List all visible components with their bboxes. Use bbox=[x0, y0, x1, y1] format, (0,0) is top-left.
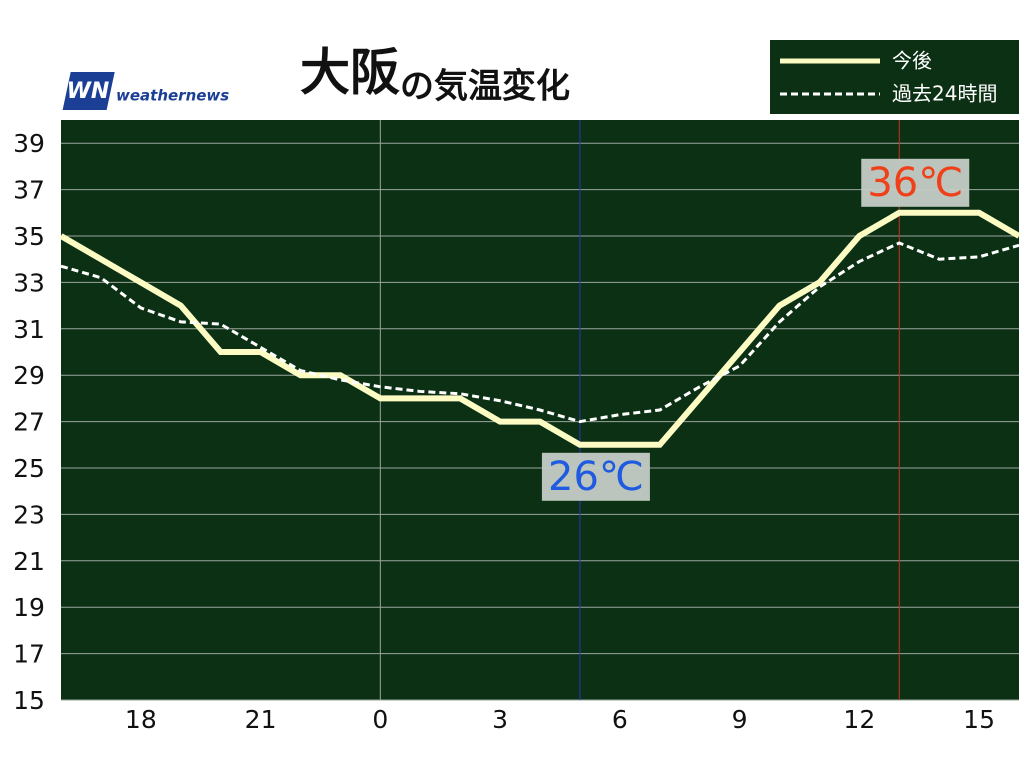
y-tick-label: 23 bbox=[13, 500, 45, 529]
y-tick-label: 33 bbox=[13, 268, 45, 297]
chart-title: 大阪 bbox=[300, 44, 400, 102]
y-tick-label: 39 bbox=[13, 129, 45, 158]
logo-text: weathernews bbox=[116, 87, 229, 105]
y-tick-label: 15 bbox=[13, 686, 45, 715]
y-tick-label: 27 bbox=[13, 408, 45, 437]
y-tick-label: 35 bbox=[13, 222, 45, 251]
logo-badge bbox=[62, 72, 115, 110]
annotation-box bbox=[541, 452, 650, 501]
y-tick-label: 21 bbox=[13, 547, 45, 576]
y-tick-label: 29 bbox=[13, 361, 45, 390]
y-tick-label: 25 bbox=[13, 454, 45, 483]
annotation-label: 36℃ bbox=[867, 160, 963, 206]
y-tick-label: 17 bbox=[13, 640, 45, 669]
y-tick-label: 31 bbox=[13, 315, 45, 344]
x-tick-label: 18 bbox=[125, 705, 157, 734]
x-tick-label: 9 bbox=[732, 705, 748, 734]
chart-subtitle: の気温変化 bbox=[400, 67, 570, 107]
logo: WNI weathernews bbox=[62, 72, 229, 110]
legend-label: 過去24時間 bbox=[892, 82, 997, 106]
legend-label: 今後 bbox=[892, 49, 932, 73]
x-tick-label: 3 bbox=[492, 705, 508, 734]
series-line bbox=[60, 241, 1020, 424]
x-tick-label: 21 bbox=[245, 705, 277, 734]
x-tick-label: 15 bbox=[963, 705, 995, 734]
x-tick-label: 0 bbox=[372, 705, 388, 734]
y-tick-label: 37 bbox=[13, 176, 45, 205]
logo-mark: WNI bbox=[67, 79, 118, 104]
x-tick-label: 12 bbox=[843, 705, 875, 734]
series-line bbox=[59, 209, 1021, 448]
y-tick-label: 19 bbox=[13, 593, 45, 622]
x-tick-label: 6 bbox=[612, 705, 628, 734]
annotation-label: 26℃ bbox=[548, 454, 644, 500]
annotation-box bbox=[861, 158, 970, 207]
legend-box bbox=[770, 40, 1019, 114]
